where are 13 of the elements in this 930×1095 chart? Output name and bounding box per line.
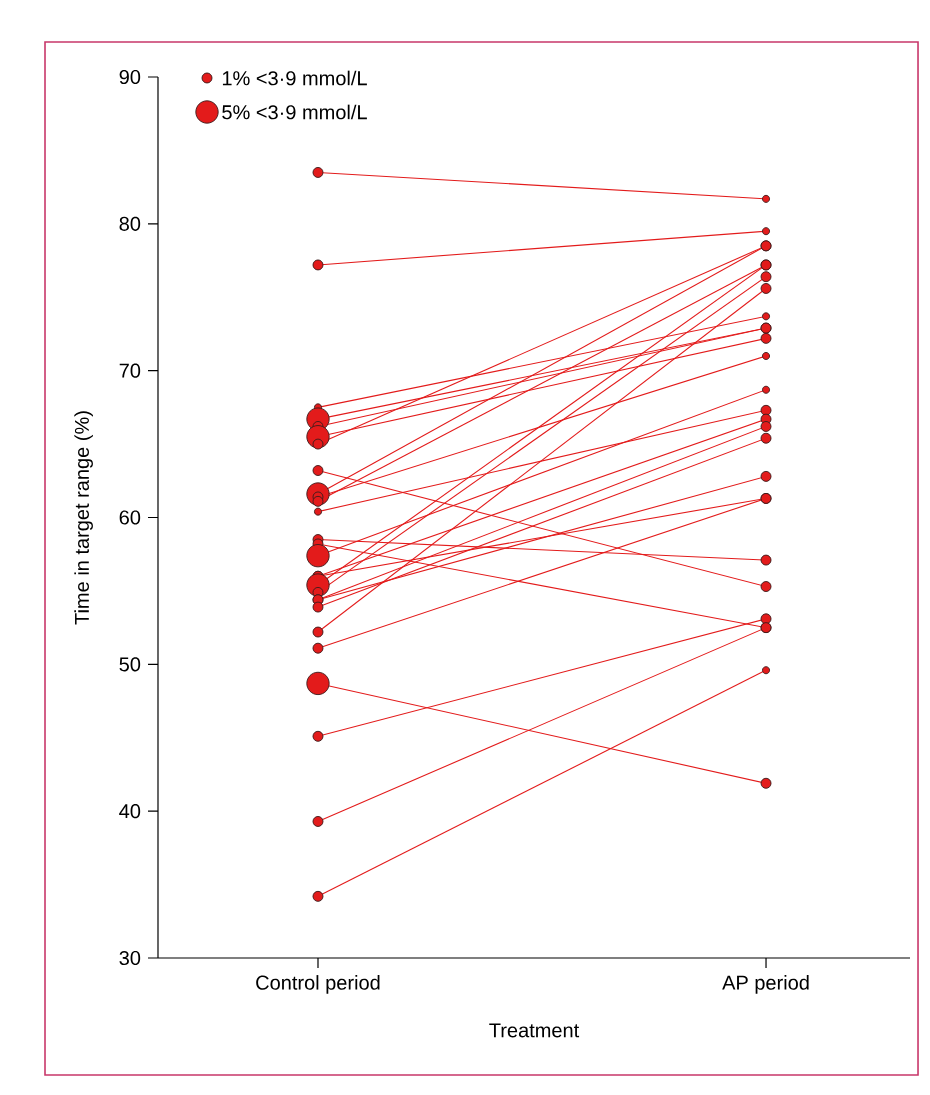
x-tick-label: AP period	[722, 975, 809, 994]
y-tick-label: 50	[119, 657, 141, 672]
y-tick-label: 90	[119, 69, 141, 85]
y-tick-label: 60	[119, 510, 141, 525]
y-axis-title: Time in target range (%)	[74, 411, 93, 625]
x-tick-label: Control period	[256, 975, 380, 994]
y-tick-label: 70	[119, 363, 141, 378]
y-tick-label: 30	[119, 950, 141, 966]
y-tick-label: 40	[119, 804, 141, 819]
x-axis-title: Treatment	[489, 1023, 580, 1038]
legend-label: 5% <3·9 mmol/L	[222, 104, 367, 120]
y-tick-label: 80	[119, 216, 141, 231]
legend-label: 1% <3·9 mmol/L	[222, 70, 367, 86]
